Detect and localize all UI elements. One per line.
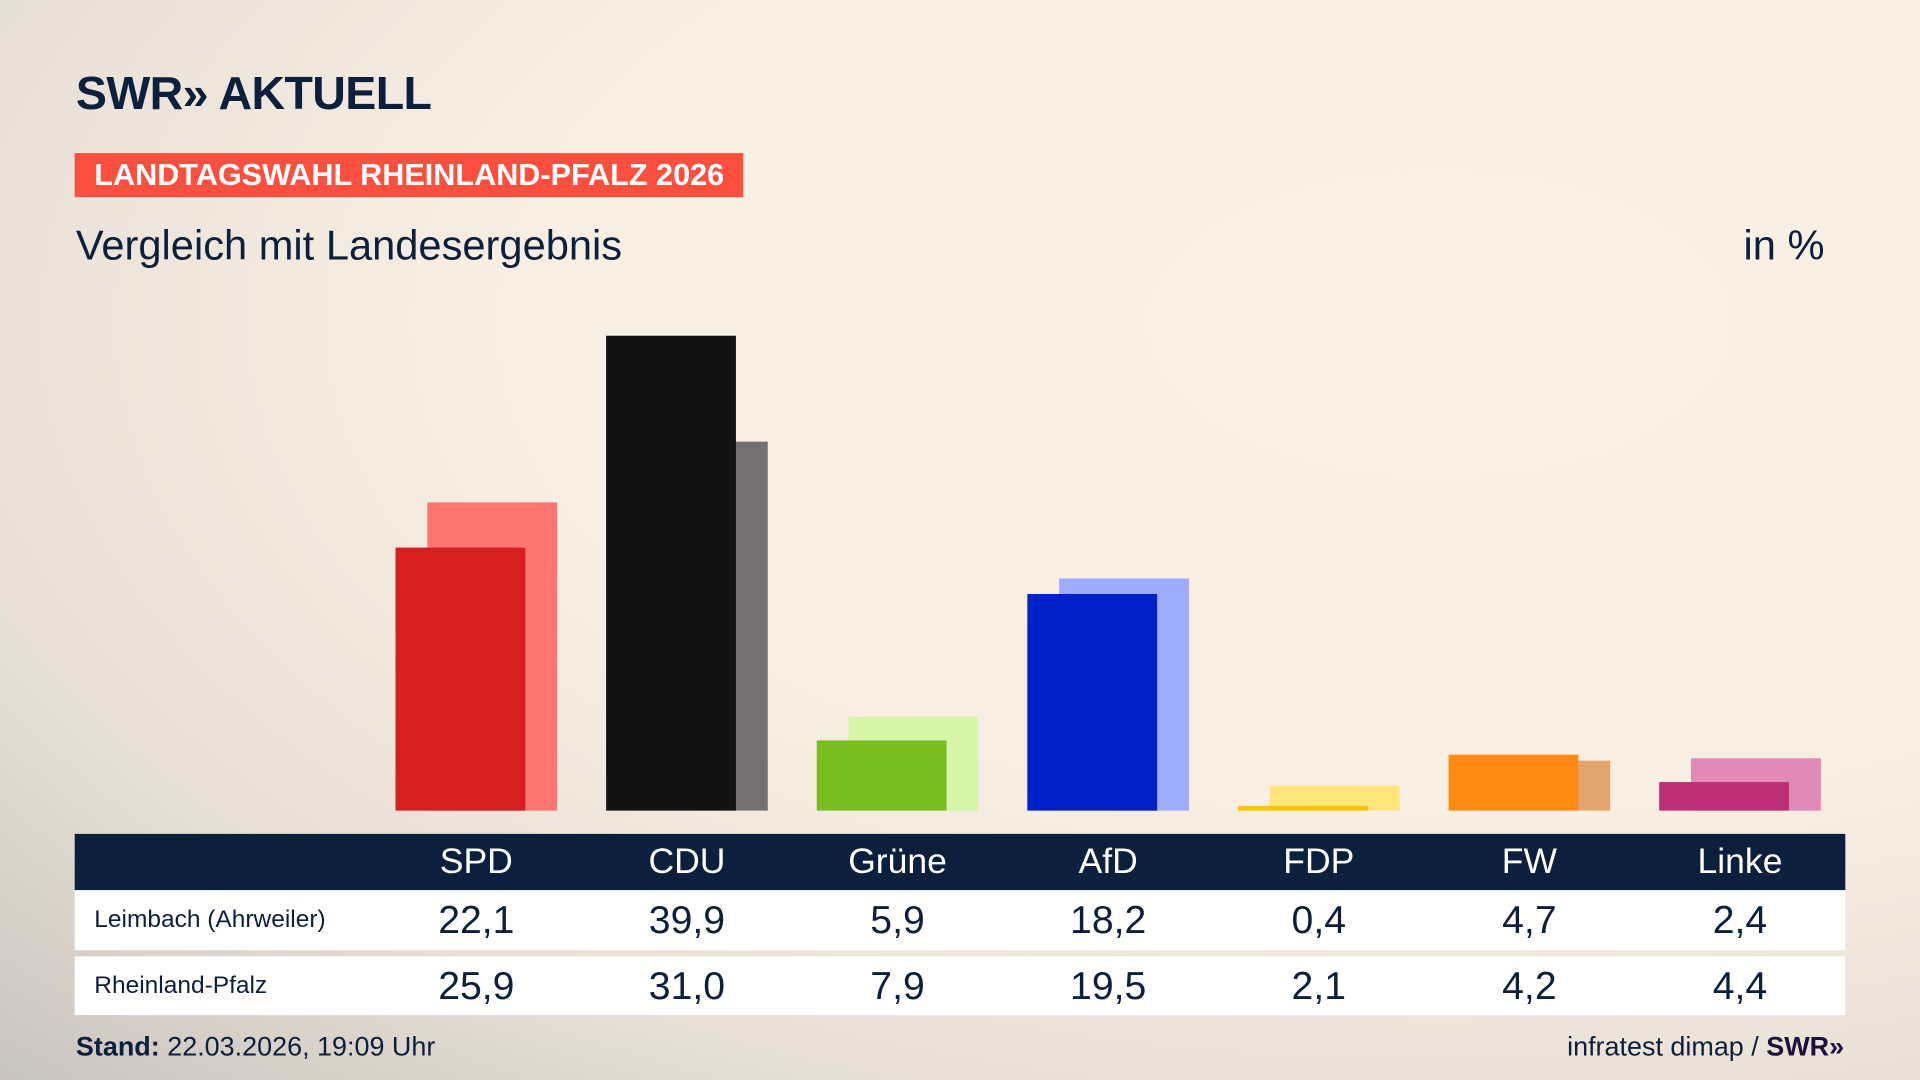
value-label: 25,9 <box>438 963 515 1008</box>
value-label: 18,2 <box>1070 897 1147 942</box>
election-badge: LANDTAGSWAHL RHEINLAND-PFALZ 2026 <box>74 153 744 198</box>
timestamp: Stand: 22.03.2026, 19:09 Uhr <box>76 1031 435 1063</box>
value-label: 4,4 <box>1712 963 1768 1008</box>
party-label: FW <box>1501 842 1557 882</box>
value-label: 31,0 <box>648 963 726 1008</box>
value-label: 4,2 <box>1502 963 1557 1008</box>
value-label: 4,7 <box>1502 897 1557 942</box>
swr-aktuell-logo: SWR» AKTUELL <box>75 68 432 121</box>
party-label: Linke <box>1697 842 1783 882</box>
table-row: Leimbach (Ahrweiler) 22,1 39,9 5,9 18,2 0,4 4… <box>74 890 1846 951</box>
stand-value: 22.03.2026, 19:09 Uhr <box>167 1031 436 1062</box>
source-text: infratest dimap / <box>1567 1031 1759 1062</box>
party-label: FDP <box>1283 842 1355 882</box>
party-label: CDU <box>648 842 726 882</box>
party-header-row: SPD CDU Grüne AfD FDP FW Linke <box>74 833 1846 891</box>
value-label: 22,1 <box>438 897 515 942</box>
unit-label: in % <box>1743 222 1825 270</box>
value-label: 2,1 <box>1291 963 1347 1008</box>
party-label: AfD <box>1078 842 1138 882</box>
bar-grüne-local <box>816 740 947 811</box>
value-label: 39,9 <box>648 897 726 942</box>
chart-subtitle: Vergleich mit Landesergebnis <box>75 222 623 270</box>
value-label: 7,9 <box>870 963 925 1008</box>
bar-fw-local <box>1448 754 1579 811</box>
value-label: 2,4 <box>1712 897 1768 942</box>
swr-logo: SWR» <box>1766 1031 1845 1062</box>
row-label: Leimbach (Ahrweiler) <box>94 906 326 934</box>
value-label: 5,9 <box>870 897 925 942</box>
value-label: 19,5 <box>1070 963 1147 1008</box>
bar-cdu-local <box>606 335 736 811</box>
bar-linke-local <box>1659 782 1789 811</box>
party-label: Grüne <box>848 842 947 882</box>
value-label: 0,4 <box>1291 897 1347 942</box>
bar-fdp-local <box>1237 805 1368 811</box>
table-row: Rheinland-Pfalz 25,9 31,0 7,9 19,5 2,1 4,2 4,4 <box>74 956 1846 1016</box>
row-label: Rheinland-Pfalz <box>94 972 268 1000</box>
stand-label: Stand: <box>75 1031 160 1062</box>
bar-spd-local <box>395 547 526 811</box>
party-label: SPD <box>439 842 513 882</box>
source: infratest dimap / SWR» <box>1567 1031 1844 1063</box>
bar-afd-local <box>1027 593 1158 811</box>
